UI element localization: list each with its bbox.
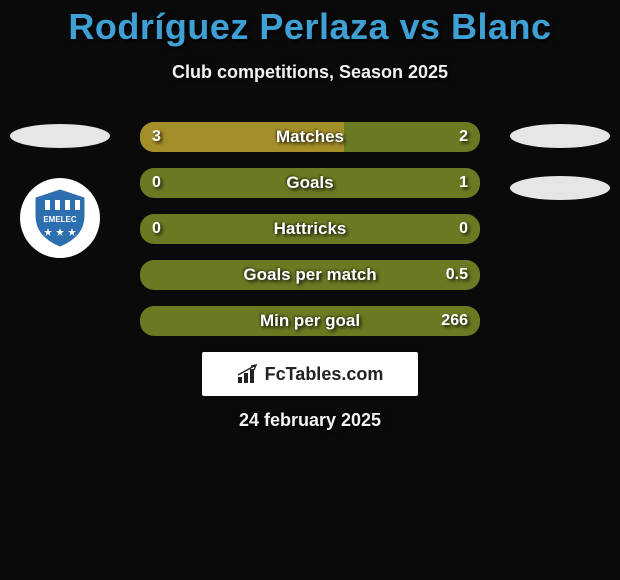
comparison-card: Rodríguez Perlaza vs Blanc Club competit… — [0, 0, 620, 580]
stat-value-left: 0 — [152, 214, 161, 244]
subtitle: Club competitions, Season 2025 — [0, 62, 620, 83]
team-right-logo-top — [510, 124, 610, 148]
svg-text:EMELEC: EMELEC — [43, 215, 77, 224]
club-badge-left: EMELEC — [20, 178, 100, 258]
stat-label: Goals — [140, 168, 480, 198]
stat-value-right: 266 — [441, 306, 468, 336]
date-text: 24 february 2025 — [0, 410, 620, 431]
team-right-logo-bottom — [510, 176, 610, 200]
page-title: Rodríguez Perlaza vs Blanc — [0, 0, 620, 48]
stat-value-left: 0 — [152, 168, 161, 198]
emelec-shield-icon: EMELEC — [28, 186, 92, 250]
stat-label: Goals per match — [140, 260, 480, 290]
site-label: FcTables.com — [265, 364, 384, 385]
stat-value-right: 1 — [459, 168, 468, 198]
stat-rows: Matches32Goals01Hattricks00Goals per mat… — [140, 122, 480, 352]
site-attribution[interactable]: FcTables.com — [202, 352, 418, 396]
stat-label: Hattricks — [140, 214, 480, 244]
stat-row: Matches3 2 — [140, 122, 480, 152]
stat-value-right: 0 — [459, 214, 468, 244]
stat-row: Min per goal266 — [140, 306, 480, 336]
stat-value-left: 3 — [152, 122, 161, 152]
stat-value-right: 2 — [459, 122, 468, 152]
stat-label: Matches — [140, 122, 480, 152]
bars-up-icon — [237, 364, 261, 384]
stat-row: Goals per match0.5 — [140, 260, 480, 290]
stat-label: Min per goal — [140, 306, 480, 336]
stat-row: Hattricks0 0 — [140, 214, 480, 244]
stat-value-right: 0.5 — [446, 260, 468, 290]
team-left-logo-top — [10, 124, 110, 148]
stat-row: Goals0 1 — [140, 168, 480, 198]
